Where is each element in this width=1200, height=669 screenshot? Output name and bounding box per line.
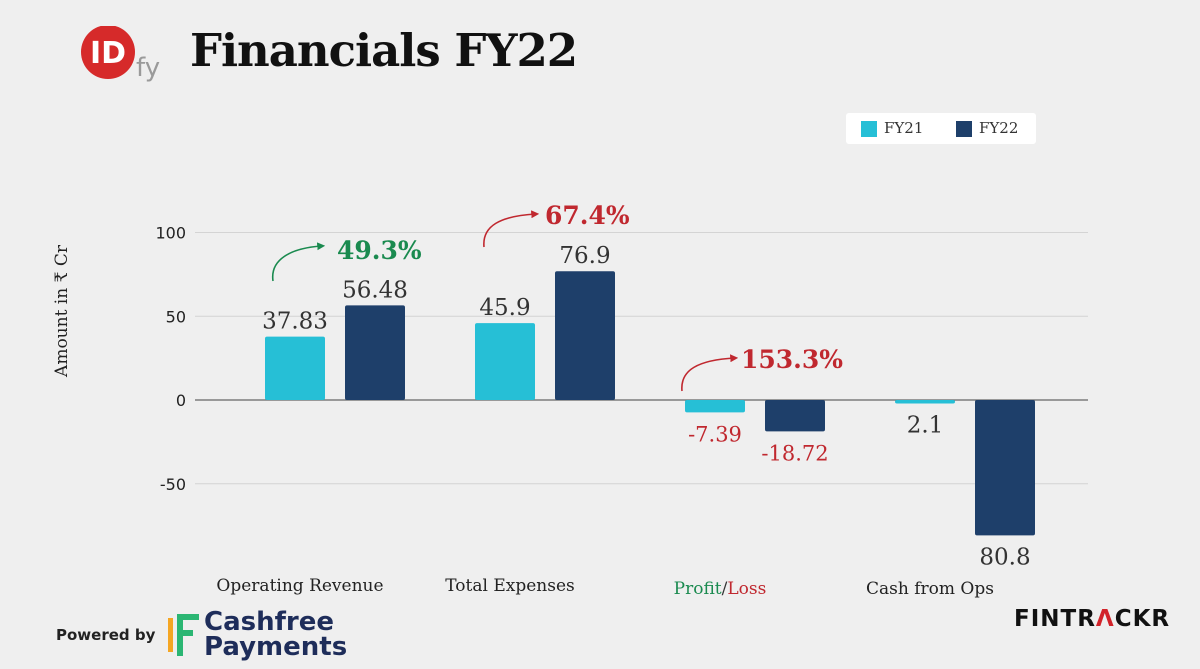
data-label-fy22-operating-revenue: 56.48 [342,277,408,303]
growth-annotation-total-expenses: 67.4% [545,201,630,230]
cashfree-wordmark: Cashfree Payments [204,607,348,662]
fintrackr-logo: FINTRΛCKR [1014,606,1170,632]
page-title: Financials FY22 [190,24,578,77]
idfy-logo: ID fy [81,26,160,83]
data-label-fy21-total-expenses: 45.9 [479,295,530,321]
cashfree-line2: Payments [204,632,348,662]
bars [265,271,1035,536]
bar-fy22-total-expenses [555,271,615,400]
data-label-fy22-total-expenses: 76.9 [559,243,610,269]
bar-fy21-cash-from-ops [895,400,955,404]
growth-arrow-operating-revenue [272,242,326,282]
bar-fy21-total-expenses [475,323,535,400]
legend: FY21 FY22 [846,113,1036,144]
legend-swatch-fy22 [956,121,972,137]
bar-fy22-cash-from-ops [975,400,1035,536]
y-tick-label--50: -50 [160,475,186,494]
data-label-fy22-cash-from-ops: 80.8 [979,544,1030,570]
growth-arrow-profit-loss [681,354,739,392]
data-label-fy21-cash-from-ops: 2.1 [907,413,944,439]
data-label-fy22-profit-loss: -18.72 [761,441,828,465]
y-tick-label-50: 50 [166,307,186,326]
logo-fy-text: fy [136,53,160,83]
category-label-profit-loss: Profit/Loss [674,579,767,599]
fintrackr-part-a: FINTR [1014,606,1096,632]
category-label-operating-revenue: Operating Revenue [216,576,383,596]
growth-annotation-profit-loss: 153.3% [741,345,843,374]
growth-arrow-total-expenses [483,210,540,248]
fintrackr-part-c: CKR [1114,606,1171,632]
bar-fy21-operating-revenue [265,336,325,400]
cashfree-logo-icon [168,614,199,656]
bar-fy21-profit-loss [685,400,745,413]
bar-fy22-operating-revenue [345,305,405,400]
cashfree-line1: Cashfree [204,607,335,637]
legend-label-fy22: FY22 [979,119,1019,137]
bar-fy22-profit-loss [765,400,825,432]
data-label-fy21-operating-revenue: 37.83 [262,309,328,335]
logo-id-text: ID [90,36,126,71]
legend-swatch-fy21 [861,121,877,137]
fintrackr-part-b: Λ [1095,606,1115,632]
y-axis-label: Amount in ₹ Cr [52,244,72,378]
y-tick-label-100: 100 [155,224,186,243]
legend-label-fy21: FY21 [884,119,924,137]
labels: 37.83 56.48 Operating Revenue 45.9 76.9 Total… [216,201,1030,599]
category-label-cash-from-ops: Cash from Ops [866,579,994,599]
y-tick-label-0: 0 [176,391,186,410]
category-label-total-expenses: Total Expenses [445,576,574,596]
growth-annotation-operating-revenue: 49.3% [337,236,422,265]
data-label-fy21-profit-loss: -7.39 [688,422,742,446]
powered-by-text: Powered by [56,626,156,644]
